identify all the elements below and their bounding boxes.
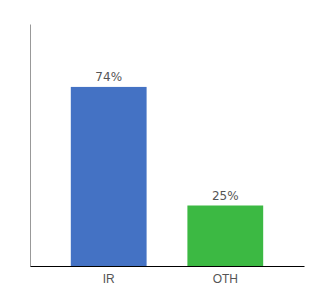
chart-svg: IR OTH 74% 25% bbox=[0, 0, 320, 300]
x-tick-label: OTH bbox=[213, 272, 238, 286]
data-labels: 74% 25% bbox=[95, 70, 238, 203]
x-tick: OTH bbox=[213, 272, 238, 286]
data-label: 25% bbox=[212, 189, 239, 203]
x-tick: IR bbox=[103, 272, 115, 286]
data-label: 74% bbox=[95, 70, 122, 84]
bar bbox=[187, 206, 263, 267]
y-axis bbox=[30, 25, 31, 267]
plot-area: IR OTH 74% 25% bbox=[31, 25, 305, 286]
y-axis-line bbox=[30, 25, 31, 267]
x-axis-line bbox=[31, 266, 305, 267]
bars bbox=[71, 87, 263, 266]
x-axis: IR OTH bbox=[31, 267, 305, 286]
x-tick-label: IR bbox=[103, 272, 115, 286]
bar bbox=[71, 87, 147, 266]
